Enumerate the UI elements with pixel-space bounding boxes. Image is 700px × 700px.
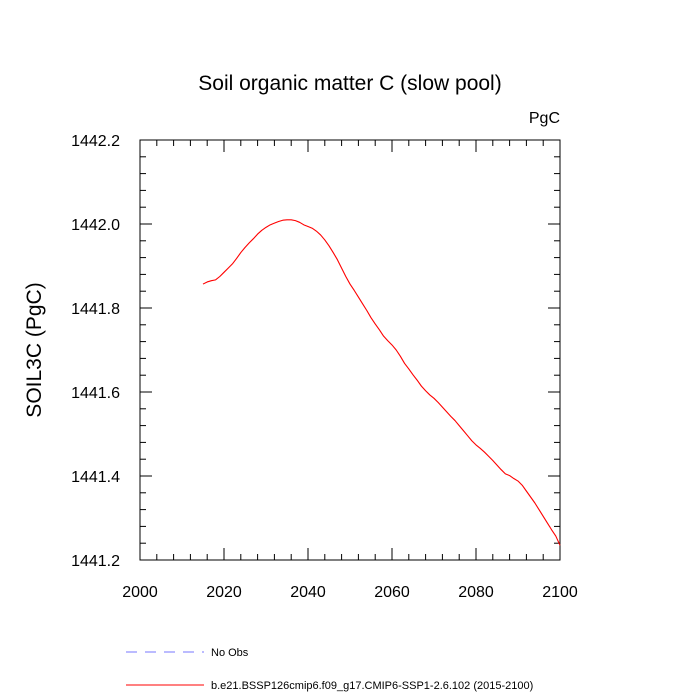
y-tick-label: 1441.8	[71, 301, 120, 318]
x-tick-label: 2080	[458, 584, 494, 601]
y-tick-label: 1442.2	[71, 133, 120, 150]
x-tick-label: 2000	[122, 584, 158, 601]
x-tick-label: 2020	[206, 584, 242, 601]
y-tick-label: 1442.0	[71, 217, 120, 234]
x-tick-label: 2100	[542, 584, 578, 601]
plot-frame	[139, 139, 561, 561]
legend-label: No Obs	[211, 647, 249, 659]
series-layer	[202, 219, 561, 546]
y-tick-label: 1441.6	[71, 385, 120, 402]
y-tick-label: 1441.2	[71, 553, 120, 570]
units-label: PgC	[529, 110, 560, 127]
series-line	[202, 219, 561, 546]
axis-ticks: 2000 2020 2040 2060 2080 2100 1441.2 1441.4 1441…	[71, 133, 578, 601]
x-tick-label: 2040	[290, 584, 326, 601]
x-tick-label: 2060	[374, 584, 410, 601]
legend-label: b.e21.BSSP126cmip6.f09_g17.CMIP6-SSP1-2.…	[211, 680, 533, 692]
legend: No Obs b.e21.BSSP126cmip6.f09_g17.CMIP6-S…	[126, 647, 533, 692]
y-tick-label: 1441.4	[71, 469, 120, 486]
chart-title: Soil organic matter C (slow pool)	[198, 72, 501, 95]
y-axis-label: SOIL3C (PgC)	[23, 282, 46, 417]
